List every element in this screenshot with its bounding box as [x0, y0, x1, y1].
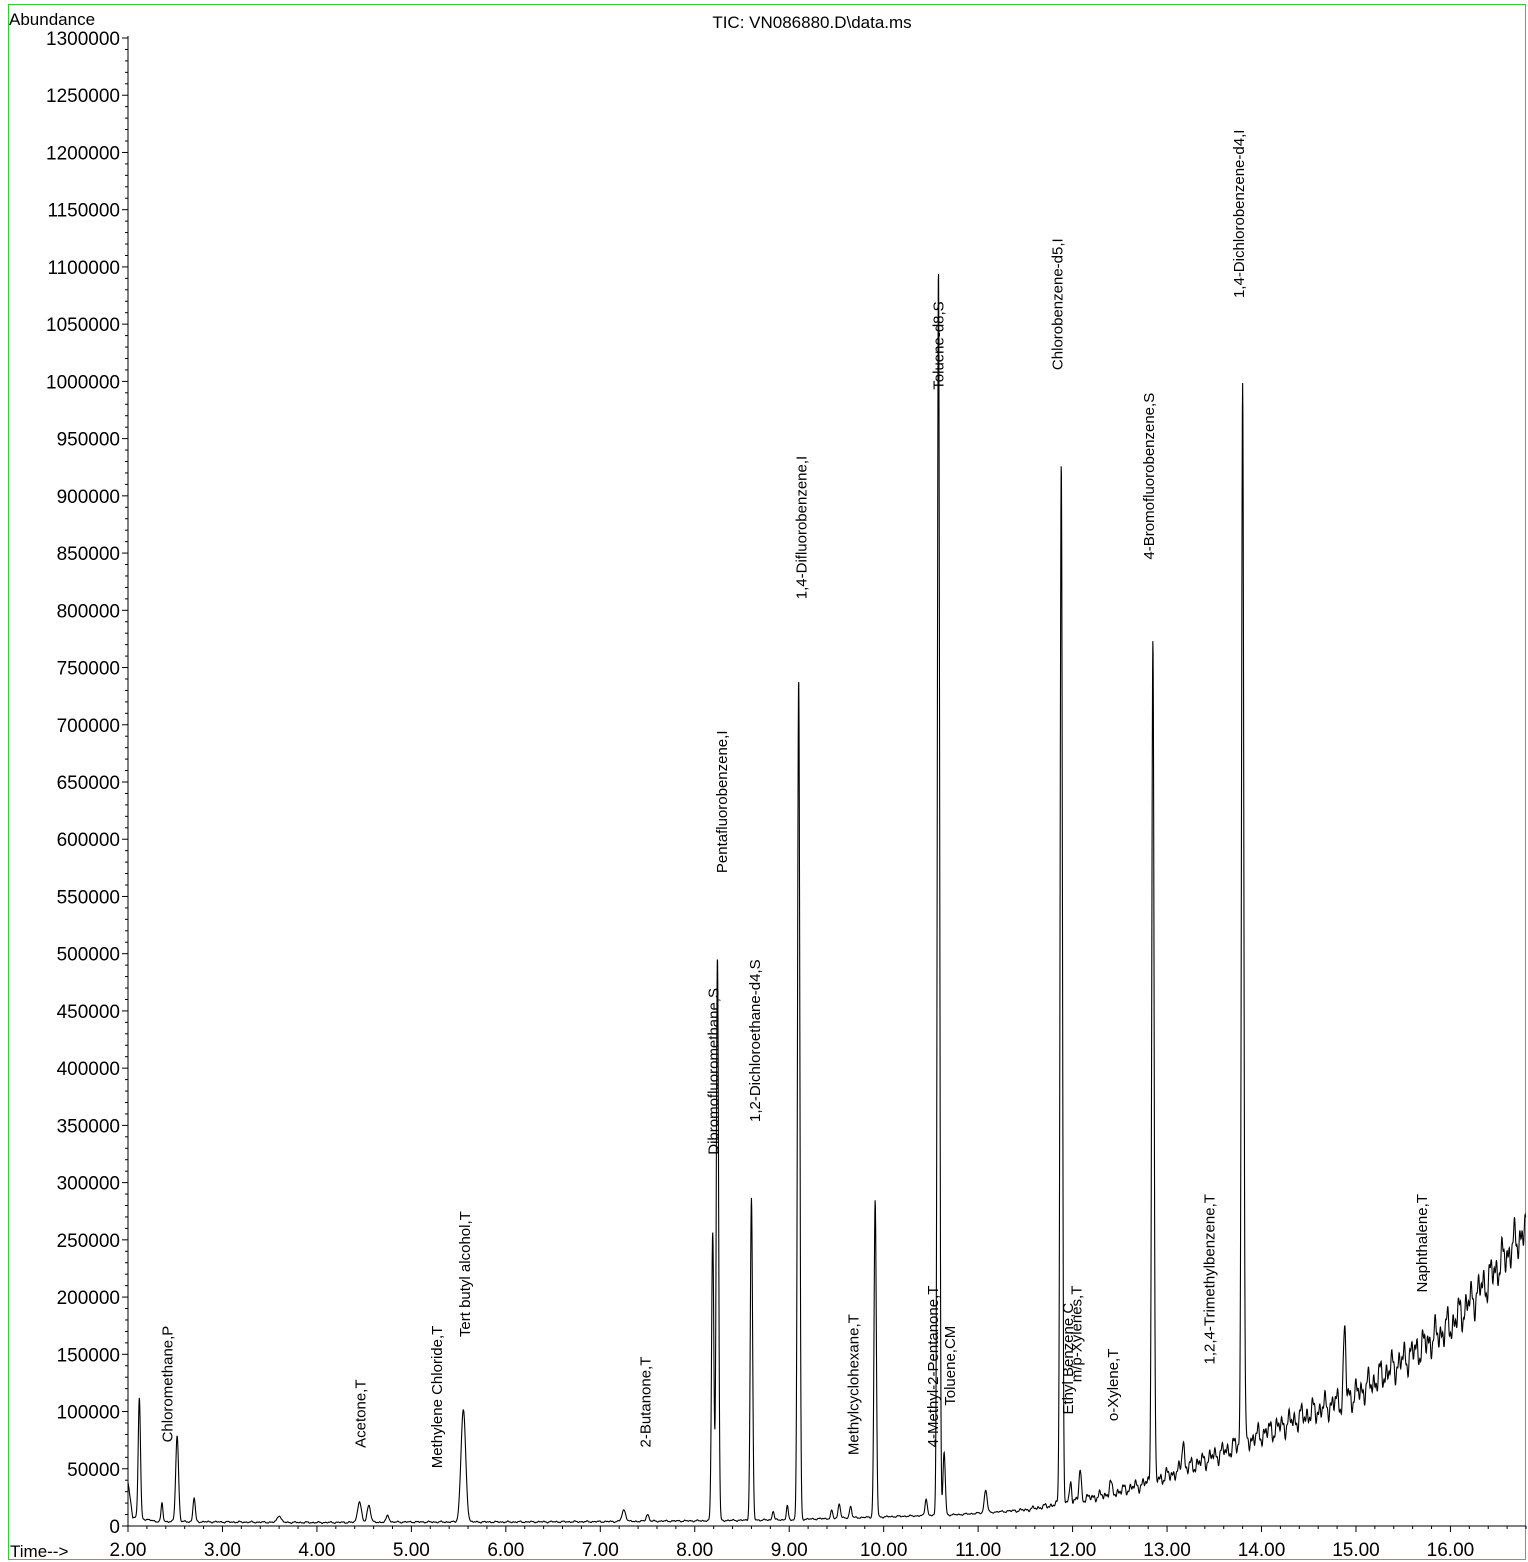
y-tick-label: 550000: [57, 887, 120, 908]
y-tick-label: 100000: [57, 1403, 120, 1424]
y-tick-label: 600000: [57, 830, 120, 851]
peak-label: Methylcyclohexane,T: [845, 1314, 862, 1455]
chart-title: TIC: VN086880.D\data.ms: [712, 13, 911, 32]
peak-label: o-Xylene,T: [1105, 1349, 1122, 1422]
x-tick-label: 6.00: [487, 1540, 524, 1561]
peak-label: Naphthalene,T: [1414, 1194, 1431, 1292]
peak-label: Ethyl Benzene,C: [1060, 1303, 1077, 1415]
peak-label: Pentafluorobenzene,I: [714, 731, 731, 874]
y-tick-label: 750000: [57, 659, 120, 680]
peak-label: 4-Methyl-2-Pentanone,T: [925, 1286, 942, 1448]
y-tick-label: 0: [109, 1517, 120, 1538]
tic-trace: [127, 273, 1527, 1525]
y-tick-label: 700000: [57, 716, 120, 737]
x-tick-label: 3.00: [204, 1540, 241, 1561]
x-tick-label: 5.00: [393, 1540, 430, 1561]
peak-label: Acetone,T: [352, 1380, 369, 1448]
chart-frame: [8, 4, 1526, 1560]
peak-label: Methylene Chloride,T: [429, 1326, 446, 1469]
peak-label: Toluene,CM: [942, 1326, 959, 1406]
y-tick-label: 1100000: [47, 258, 120, 279]
x-tick-label: 15.00: [1332, 1540, 1380, 1561]
y-tick-label: 1300000: [46, 29, 120, 50]
y-tick-label: 150000: [57, 1345, 120, 1366]
x-tick-label: 7.00: [582, 1540, 619, 1561]
peak-label: Chlorobenzene-d5,I: [1050, 238, 1067, 370]
peak-label: 4-Bromofluorobenzene,S: [1141, 393, 1158, 560]
y-tick-label: 450000: [57, 1002, 120, 1023]
y-tick-label: 250000: [57, 1231, 120, 1252]
x-tick-label: 2.00: [110, 1540, 147, 1561]
y-tick-label: 1150000: [47, 201, 120, 222]
x-tick-label: 13.00: [1143, 1540, 1191, 1561]
x-tick-label: 14.00: [1238, 1540, 1286, 1561]
peak-label: Tert butyl alcohol,T: [457, 1211, 474, 1337]
x-tick-label: 8.00: [676, 1540, 713, 1561]
y-tick-label: 1050000: [46, 315, 120, 336]
y-tick-label: 900000: [57, 487, 120, 508]
y-tick-label: 650000: [57, 773, 120, 794]
x-tick-label: 10.00: [860, 1540, 908, 1561]
x-tick-label: 16.00: [1427, 1540, 1475, 1561]
x-tick-label: 11.00: [955, 1540, 1001, 1561]
y-tick-label: 350000: [57, 1116, 120, 1137]
peak-label: 2-Butanone,T: [638, 1357, 655, 1448]
y-axis-label: Abundance: [9, 10, 95, 29]
tic-series-line: [127, 273, 1527, 1525]
peak-label: m/p-Xylenes,T: [1068, 1286, 1085, 1383]
y-tick-label: 200000: [57, 1288, 120, 1309]
y-tick-label: 1250000: [46, 86, 120, 107]
peak-label: Chloromethane,P: [160, 1326, 177, 1443]
y-tick-label: 400000: [57, 1059, 120, 1080]
peak-label: Toluene-d8,S: [931, 301, 948, 389]
peak-label: 1,2-Dichloroethane-d4,S: [747, 959, 764, 1122]
peak-label: 1,4-Dichlorobenzene-d4,I: [1231, 130, 1248, 298]
x-axis-label: Time-->: [10, 1542, 68, 1561]
y-tick-label: 850000: [57, 544, 120, 565]
y-tick-label: 800000: [57, 601, 120, 622]
peak-label: Dibromofluoromethane,S: [706, 988, 723, 1155]
peak-label: 1,4-Difluorobenzene,I: [794, 456, 811, 599]
peak-label: 1,2,4-Trimethylbenzene,T: [1202, 1194, 1219, 1364]
y-tick-label: 1000000: [46, 372, 120, 393]
y-tick-label: 950000: [57, 430, 120, 451]
x-tick-label: 9.00: [771, 1540, 808, 1561]
x-tick-label: 12.00: [1049, 1540, 1097, 1561]
y-tick-label: 300000: [57, 1174, 120, 1195]
y-tick-label: 50000: [67, 1460, 120, 1481]
peak-labels: Chloromethane,P Acetone,T Methylene Chlori…: [160, 130, 1431, 1469]
x-tick-label: 4.00: [298, 1540, 335, 1561]
y-tick-label: 1200000: [46, 143, 120, 164]
axes: 0 50000 100000 150000 200000 250000 300000 3500…: [46, 29, 1527, 1561]
y-tick-label: 500000: [57, 945, 120, 966]
